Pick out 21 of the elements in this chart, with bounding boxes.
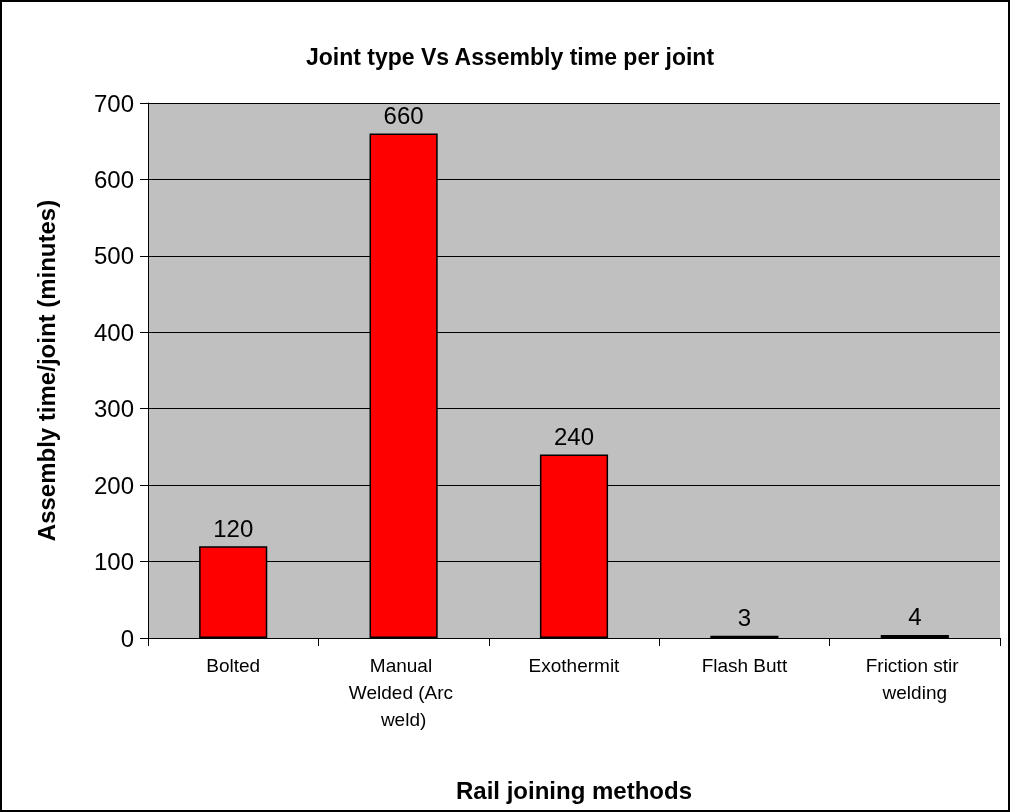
y-tick-label: 300 xyxy=(93,395,134,423)
x-tick-label: Manual Welded (Arc weld) xyxy=(348,655,459,730)
y-axis-title: Assembly time/joint (minutes) xyxy=(32,199,60,542)
data-label: 4 xyxy=(908,603,922,631)
x-tick-label: Flash Butt xyxy=(701,655,788,676)
y-tick-label: 400 xyxy=(93,318,134,346)
x-tick-label: Exothermit xyxy=(528,655,621,676)
y-tick-label: 100 xyxy=(93,548,134,576)
y-tick-label: 600 xyxy=(93,165,134,193)
y-tick-label: 500 xyxy=(93,242,134,270)
x-tick-label: Friction stir welding xyxy=(865,655,964,703)
x-axis-title: Rail joining methods xyxy=(455,776,693,804)
data-label: 120 xyxy=(213,514,254,542)
data-label: 240 xyxy=(553,423,595,451)
y-tick-label: 200 xyxy=(93,471,134,499)
x-tick-label: Bolted xyxy=(206,655,261,676)
data-label: 3 xyxy=(737,604,752,632)
y-tick-label: 0 xyxy=(120,624,134,652)
chart-title: Joint type Vs Assembly time per joint xyxy=(305,43,715,70)
y-tick-label: 700 xyxy=(93,89,134,117)
data-label: 660 xyxy=(383,102,424,130)
